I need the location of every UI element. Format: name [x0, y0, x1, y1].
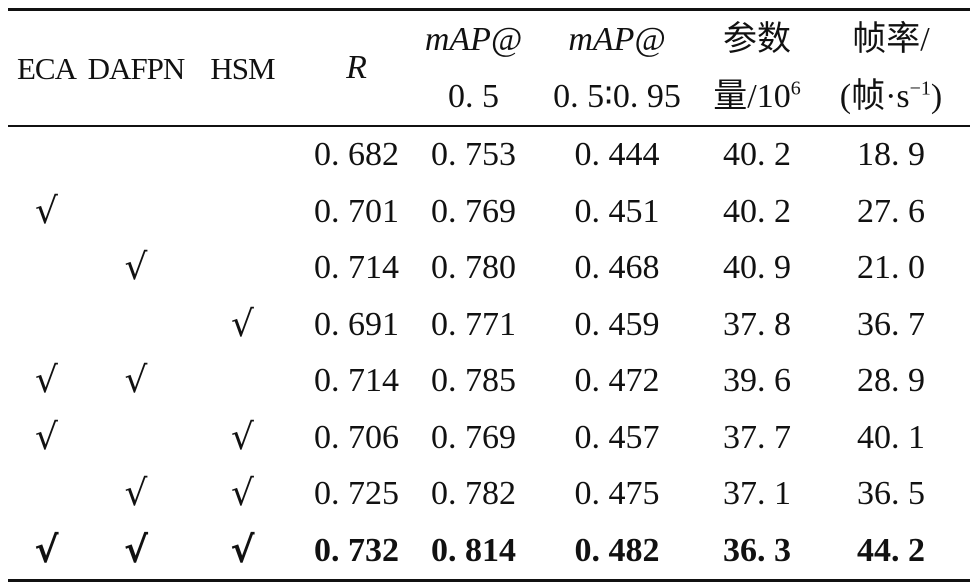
- header-params-line1: 参数: [723, 20, 791, 58]
- cell-recall: 0. 714: [314, 362, 399, 400]
- cell-eca-check: [8, 297, 85, 354]
- table-row: √ 0. 701 0. 769 0. 451 40. 2 27. 6: [8, 184, 970, 241]
- cell-recall: 0. 725: [314, 475, 399, 513]
- header-params-exponent: 6: [790, 77, 801, 100]
- cell-dafpn-check: √: [123, 529, 148, 571]
- cell-recall: 0. 714: [314, 249, 399, 287]
- cell-recall: 0. 732: [314, 531, 399, 569]
- table-header: ECA DAFPN HSM R mAP@ mAP@ 参数 帧率/ 0. 5 0.…: [8, 9, 970, 126]
- header-fps-exponent: −1: [909, 77, 931, 100]
- header-fps-close: ): [930, 77, 943, 115]
- header-row-1: ECA DAFPN HSM R mAP@ mAP@ 参数 帧率/: [8, 9, 970, 84]
- cell-fps: 27. 6: [857, 192, 925, 230]
- cell-params: 37. 1: [723, 475, 791, 513]
- header-map5095-line1: mAP@: [568, 20, 666, 58]
- cell-eca-check: [8, 466, 85, 523]
- header-row-2: 0. 5 0. 5∶0. 95 量/106 (帧·s−1): [8, 68, 970, 126]
- cell-map5095: 0. 468: [574, 249, 660, 287]
- cell-map5095: 0. 451: [574, 192, 660, 230]
- header-params-line2: 量/106: [702, 68, 812, 126]
- table-row: √ √ 0. 714 0. 785 0. 472 39. 6 28. 9: [8, 353, 970, 410]
- cell-params: 37. 7: [723, 418, 791, 456]
- cell-map5095: 0. 457: [574, 418, 660, 456]
- cell-fps: 44. 2: [857, 531, 925, 569]
- header-fps-line1: 帧率/: [852, 20, 930, 58]
- cell-dafpn-check: [85, 126, 187, 184]
- cell-params: 39. 6: [723, 362, 791, 400]
- header-map5095-line2: 0. 5∶0. 95: [553, 77, 681, 115]
- cell-dafpn-check: √: [124, 473, 148, 515]
- cell-recall: 0. 682: [314, 136, 399, 174]
- cell-map50: 0. 753: [431, 136, 516, 174]
- cell-map5095: 0. 472: [574, 362, 660, 400]
- cell-map5095: 0. 459: [574, 305, 660, 343]
- cell-dafpn-check: [85, 410, 187, 467]
- cell-hsm-check: [187, 184, 298, 241]
- header-recall: R: [346, 49, 367, 86]
- cell-map50: 0. 780: [431, 249, 516, 287]
- cell-dafpn-check: [85, 297, 187, 354]
- cell-params: 37. 8: [723, 305, 791, 343]
- cell-fps: 18. 9: [857, 136, 925, 174]
- cell-hsm-check: √: [231, 473, 254, 515]
- cell-map50: 0. 785: [431, 362, 516, 400]
- cell-params: 40. 2: [723, 192, 791, 230]
- cell-recall: 0. 706: [314, 418, 399, 456]
- header-fps-text: (帧·s: [839, 77, 910, 115]
- header-hsm: HSM: [210, 50, 275, 86]
- header-map50-line1: mAP@: [424, 20, 523, 58]
- cell-fps: 21. 0: [857, 249, 925, 287]
- cell-map50: 0. 771: [431, 305, 516, 343]
- cell-dafpn-check: √: [124, 360, 148, 402]
- cell-fps: 40. 1: [857, 418, 925, 456]
- cell-eca-check: √: [35, 360, 58, 402]
- cell-eca-check: [8, 240, 85, 297]
- header-map50-line2: 0. 5: [448, 77, 499, 115]
- header-params-text: 量/10: [713, 77, 791, 115]
- cell-fps: 36. 5: [857, 475, 925, 513]
- table-row: √ 0. 714 0. 780 0. 468 40. 9 21. 0: [8, 240, 970, 297]
- cell-map50: 0. 769: [431, 192, 516, 230]
- table-row: √ 0. 691 0. 771 0. 459 37. 8 36. 7: [8, 297, 970, 354]
- table-row-best: √ √ √ 0. 732 0. 814 0. 482 36. 3 44. 2: [8, 523, 970, 581]
- cell-map50: 0. 782: [431, 475, 516, 513]
- cell-eca-check: [8, 126, 85, 184]
- header-fps-line2: (帧·s−1): [812, 68, 970, 126]
- cell-params: 40. 9: [723, 249, 791, 287]
- cell-params: 40. 2: [723, 136, 791, 174]
- cell-hsm-check: √: [231, 416, 254, 458]
- cell-map5095: 0. 482: [574, 531, 660, 569]
- cell-eca-check: √: [34, 529, 59, 571]
- cell-hsm-check: [187, 240, 298, 297]
- header-dafpn: DAFPN: [87, 50, 186, 86]
- cell-recall: 0. 691: [314, 305, 399, 343]
- cell-map5095: 0. 475: [574, 475, 660, 513]
- table-row: √ √ 0. 725 0. 782 0. 475 37. 1 36. 5: [8, 466, 970, 523]
- cell-hsm-check: [187, 126, 298, 184]
- cell-eca-check: √: [35, 416, 58, 458]
- ablation-table: ECA DAFPN HSM R mAP@ mAP@ 参数 帧率/ 0. 5 0.…: [8, 8, 970, 582]
- cell-dafpn-check: √: [124, 247, 148, 289]
- table-row: √ √ 0. 706 0. 769 0. 457 37. 7 40. 1: [8, 410, 970, 467]
- cell-map50: 0. 769: [431, 418, 516, 456]
- cell-fps: 28. 9: [857, 362, 925, 400]
- cell-params: 36. 3: [723, 531, 791, 569]
- cell-eca-check: √: [35, 190, 58, 232]
- header-eca: ECA: [17, 50, 77, 86]
- table-body: 0. 682 0. 753 0. 444 40. 2 18. 9 √ 0. 70…: [8, 126, 970, 581]
- cell-fps: 36. 7: [857, 305, 925, 343]
- cell-map5095: 0. 444: [574, 136, 660, 174]
- cell-recall: 0. 701: [314, 192, 399, 230]
- cell-hsm-check: [187, 353, 298, 410]
- cell-hsm-check: √: [230, 529, 255, 571]
- cell-hsm-check: √: [231, 303, 254, 345]
- cell-map50: 0. 814: [431, 531, 516, 569]
- cell-dafpn-check: [85, 184, 187, 241]
- table-row: 0. 682 0. 753 0. 444 40. 2 18. 9: [8, 126, 970, 184]
